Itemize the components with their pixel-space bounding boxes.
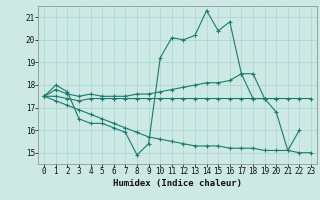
X-axis label: Humidex (Indice chaleur): Humidex (Indice chaleur) [113, 179, 242, 188]
